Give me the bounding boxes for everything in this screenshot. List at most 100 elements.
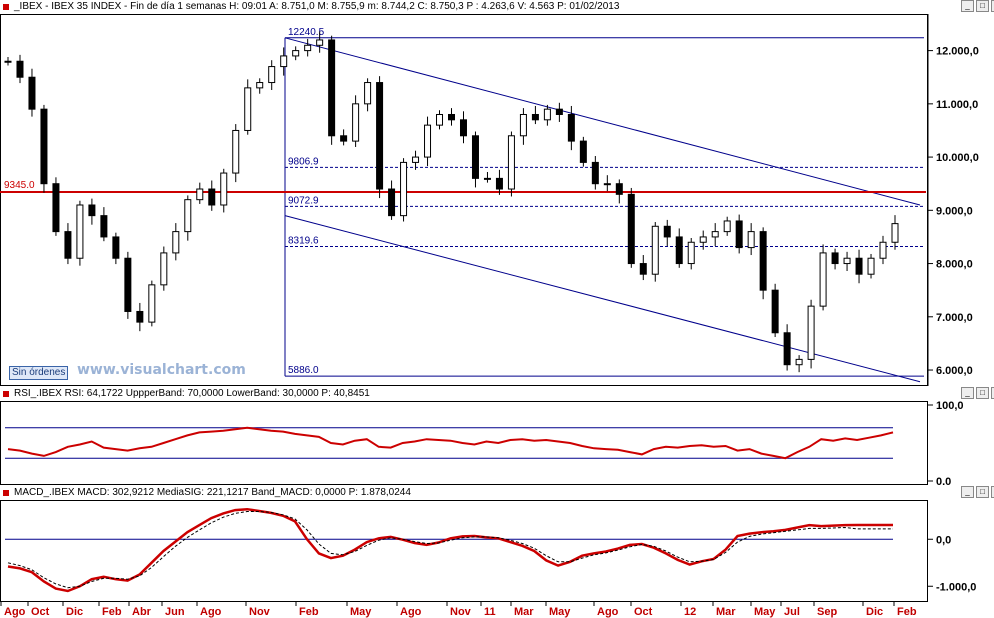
candle-body [699, 236, 707, 243]
plot-frame [0, 500, 928, 602]
y-tick-label: 7.000,0 [936, 312, 973, 324]
level-label: 9806.9 [288, 156, 319, 167]
minimize-button[interactable]: _ [961, 387, 974, 399]
minimize-button[interactable]: _ [961, 0, 974, 12]
rsi-header: RSI_.IBEX RSI: 64,1722 UppperBand: 70,00… [0, 387, 994, 401]
price-chart[interactable]: 6.000,0 7.000,0 8.000,0 9.000,0 10.000,0 11.0… [0, 14, 994, 386]
candle-body [400, 161, 408, 217]
candle-body [352, 103, 360, 142]
candle-body [459, 119, 467, 137]
candle-body [220, 172, 228, 206]
indicator-dot [3, 391, 9, 397]
candle-body [64, 231, 72, 259]
x-tick-label: Feb [299, 606, 319, 618]
candle-body [40, 108, 48, 185]
x-tick-label: Jun [165, 606, 185, 618]
macd-chart[interactable]: -1.000,0 0,0 [0, 500, 994, 602]
rsi-chart[interactable]: 0,0 100,0 [0, 401, 994, 485]
candle-body [292, 50, 300, 57]
candle-body [555, 108, 563, 115]
x-axis: Ago Oct Dic Feb Abr Jun Ago Nov Feb May Ago Nov 11 Ma… [0, 602, 917, 618]
x-tick-label: May [754, 606, 776, 618]
price-window-controls: _ □ × [961, 0, 994, 12]
candle-body [855, 257, 863, 275]
x-tick-label: Abr [132, 606, 152, 618]
maximize-button[interactable]: □ [976, 486, 989, 498]
candle-body [196, 188, 204, 201]
candle-body [807, 305, 815, 360]
candle-body [112, 236, 120, 259]
candle-body [148, 284, 156, 323]
candle-body [483, 177, 491, 180]
y-tick-label: 9.000,0 [936, 205, 973, 217]
close-button[interactable]: × [991, 0, 994, 12]
price-header: _IBEX - IBEX 35 INDEX - Fin de día 1 sem… [0, 0, 994, 14]
candle-body [316, 39, 324, 46]
candle-body [16, 60, 24, 78]
signal-line [7, 511, 893, 589]
candle-body [663, 225, 671, 238]
candle-body [723, 220, 731, 233]
candle-body [891, 223, 899, 243]
close-button[interactable]: × [991, 387, 994, 399]
macd-window-controls: _ □ × [961, 486, 994, 498]
candle-body [340, 135, 348, 142]
candle-body [52, 183, 60, 233]
candle-body [4, 60, 12, 63]
y-tick-label: 8.000,0 [936, 259, 973, 271]
orders-badge[interactable]: Sin órdenes [9, 366, 69, 380]
minimize-button[interactable]: _ [961, 486, 974, 498]
x-tick-label: May [549, 606, 571, 618]
x-tick-label: Ago [200, 606, 222, 618]
candle-body [567, 113, 575, 142]
candle-body [471, 135, 479, 179]
candle-body [639, 263, 647, 275]
candle-body [519, 113, 527, 137]
macd-header-text: MACD_.IBEX MACD: 302,9212 MediaSIG: 221,… [14, 487, 411, 498]
candle-body [412, 156, 420, 163]
candle-body [124, 257, 132, 312]
candle-body [579, 140, 587, 163]
candle-body [651, 225, 659, 275]
y-tick-label: 100,0 [936, 401, 964, 412]
close-button[interactable]: × [991, 486, 994, 498]
candle-body [100, 215, 108, 238]
macd-line [7, 507, 893, 593]
candle-body [627, 193, 635, 265]
candle-body [88, 204, 96, 217]
x-tick-label: 12 [684, 606, 696, 618]
candle-body [687, 241, 695, 265]
candle-body [795, 358, 803, 366]
y-tick-label: 6.000,0 [936, 365, 973, 377]
x-tick-label: Dic [66, 606, 83, 618]
macd-header: MACD_.IBEX MACD: 302,9212 MediaSIG: 221,… [0, 486, 994, 500]
candle-body [328, 39, 336, 137]
x-tick-label: Mar [514, 606, 534, 618]
candle-body [28, 76, 36, 110]
x-tick-label: 11 [484, 606, 496, 618]
candle-body [256, 82, 264, 89]
x-tick-label: Ago [597, 606, 619, 618]
candle-body [615, 183, 623, 195]
level-label: 5886.0 [288, 365, 319, 376]
candle-body [759, 231, 767, 291]
candle-body [136, 310, 144, 323]
maximize-button[interactable]: □ [976, 0, 989, 12]
candle-body [591, 161, 599, 185]
x-tick-label: Sep [817, 606, 837, 618]
x-tick-label: Nov [450, 606, 472, 618]
candle-body [424, 124, 432, 158]
candle-body [531, 113, 539, 121]
price-header-text: _IBEX - IBEX 35 INDEX - Fin de día 1 sem… [14, 1, 620, 12]
candle-body [268, 66, 276, 84]
candle-body [831, 252, 839, 265]
maximize-button[interactable]: □ [976, 387, 989, 399]
candle-body [543, 108, 551, 121]
candle-body [232, 129, 240, 174]
y-tick-label: 10.000,0 [936, 152, 979, 164]
x-tick-label: Ago [4, 606, 26, 618]
candle-body [208, 188, 216, 206]
candle-body [184, 199, 192, 233]
candles [4, 31, 899, 373]
rsi-line [7, 426, 894, 460]
